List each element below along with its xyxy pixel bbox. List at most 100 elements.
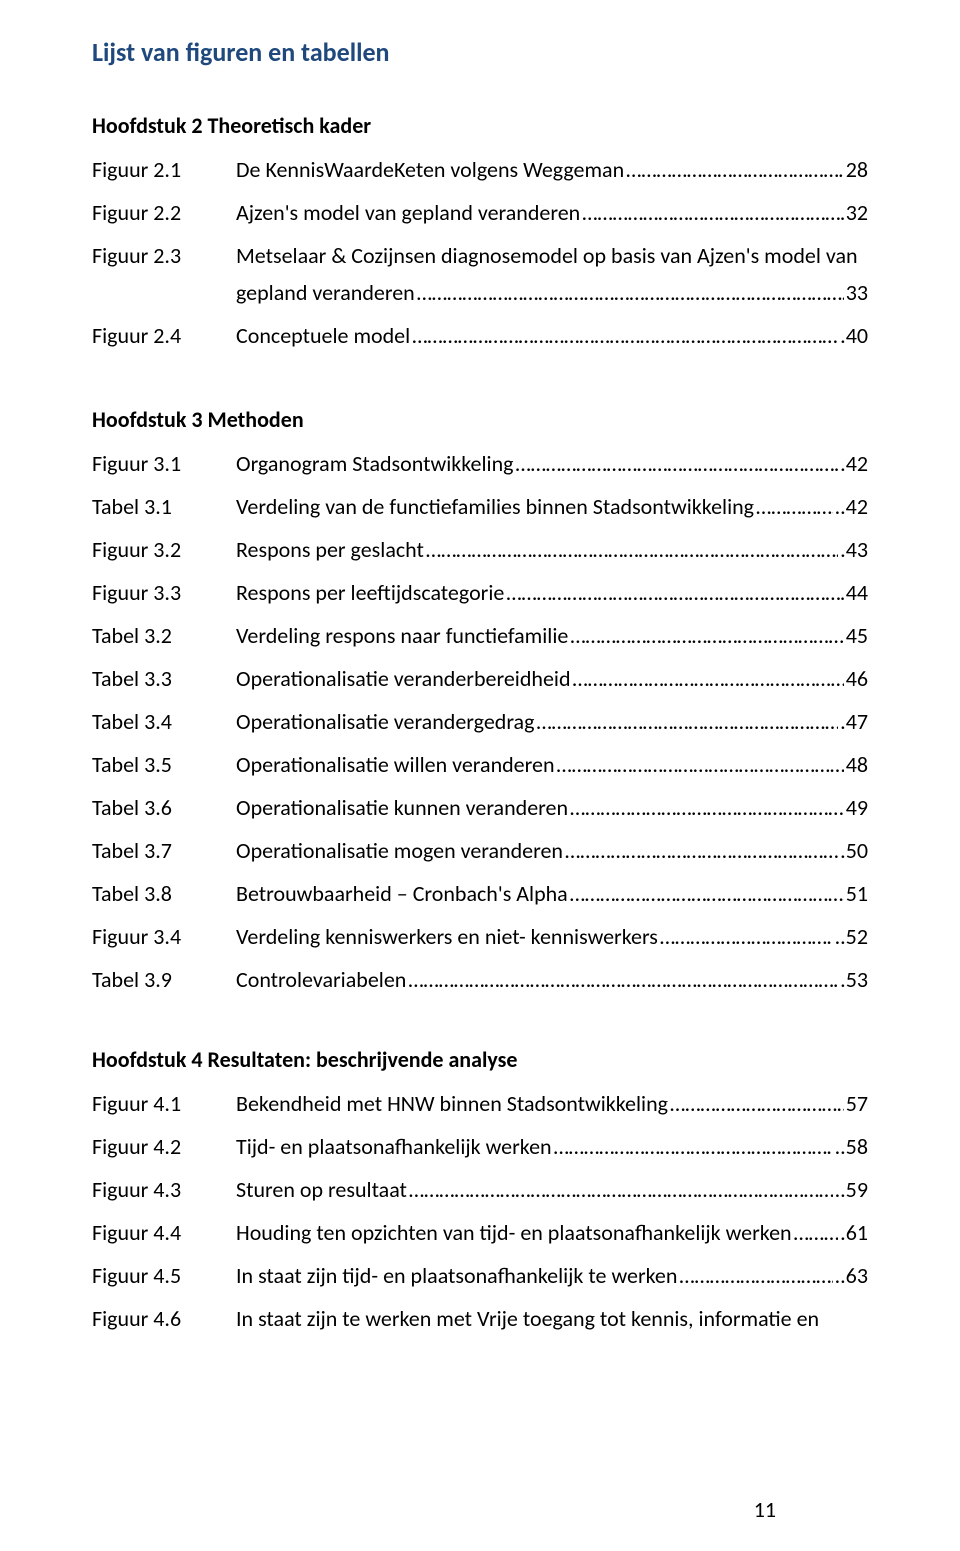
toc-label: Figuur 3.1 xyxy=(92,447,236,480)
toc-page: .47 xyxy=(838,705,868,738)
section-heading-h3: Hoofdstuk 3 Methoden xyxy=(92,406,868,433)
toc-desc: Operationalisatie verandergedrag xyxy=(236,705,536,738)
toc-row: Figuur 3.3 Respons per leeftijdscategori… xyxy=(92,576,868,609)
toc-row: Figuur 3.1 Organogram Stadsontwikkeling … xyxy=(92,447,868,480)
toc-row: Tabel 3.5 Operationalisatie willen veran… xyxy=(92,748,868,781)
section-heading-h4: Hoofdstuk 4 Resultaten: beschrijvende an… xyxy=(92,1046,868,1073)
toc-label: Figuur 2.2 xyxy=(92,196,236,229)
toc-leader xyxy=(626,153,844,186)
toc-row: Tabel 3.4 Operationalisatie verandergedr… xyxy=(92,705,868,738)
toc-label: Figuur 3.2 xyxy=(92,533,236,566)
toc-leader xyxy=(794,1216,839,1249)
toc-label: Tabel 3.3 xyxy=(92,662,236,695)
toc-leader xyxy=(516,447,839,480)
toc-desc: Tijd- en plaatsonafhankelijk werken xyxy=(236,1130,554,1163)
toc-label: Figuur 4.4 xyxy=(92,1216,236,1249)
toc-page: ..63 xyxy=(833,1259,868,1292)
toc-leader xyxy=(408,963,838,996)
toc-label: Figuur 4.3 xyxy=(92,1173,236,1206)
toc-desc: Operationalisatie willen veranderen xyxy=(236,748,557,781)
toc-row: Figuur 4.6 In staat zijn te werken met V… xyxy=(92,1302,868,1335)
toc-desc: Ajzen's model van gepland veranderen xyxy=(236,196,582,229)
toc-leader xyxy=(409,1173,833,1206)
toc-leader xyxy=(565,834,838,867)
toc-desc: Verdeling van de functiefamilies binnen … xyxy=(236,490,756,523)
toc-row: Figuur 3.2 Respons per geslacht .43 xyxy=(92,533,868,566)
toc-desc: Respons per geslacht xyxy=(236,533,426,566)
toc-desc: In staat zijn tijd- en plaatsonafhankeli… xyxy=(236,1259,679,1292)
toc-page: ..52 xyxy=(833,920,868,953)
toc-label: Tabel 3.5 xyxy=(92,748,236,781)
toc-leader xyxy=(570,619,843,652)
toc-label: Figuur 4.5 xyxy=(92,1259,236,1292)
toc-page: 46 xyxy=(844,662,868,695)
toc-row: Figuur 2.1 De KennisWaardeKeten volgens … xyxy=(92,153,868,186)
toc-page: 51 xyxy=(844,877,868,910)
toc-page: .61 xyxy=(838,1216,868,1249)
toc-desc: Houding ten opzichten van tijd- en plaat… xyxy=(236,1216,794,1249)
toc-label: Figuur 2.4 xyxy=(92,319,236,352)
toc-leader xyxy=(557,748,844,781)
toc-label: Figuur 4.2 xyxy=(92,1130,236,1163)
toc-row: Tabel 3.8 Betrouwbaarheid – Cronbach's A… xyxy=(92,877,868,910)
toc-page: .42 xyxy=(838,447,868,480)
toc-leader xyxy=(570,791,844,824)
toc-page: .50 xyxy=(838,834,868,867)
toc-desc: Operationalisatie kunnen veranderen xyxy=(236,791,570,824)
toc-row: Tabel 3.2 Verdeling respons naar functie… xyxy=(92,619,868,652)
toc-label: Figuur 3.4 xyxy=(92,920,236,953)
toc-desc: Controlevariabelen xyxy=(236,963,408,996)
toc-desc: Operationalisatie mogen veranderen xyxy=(236,834,565,867)
toc-desc: Verdeling kenniswerkers en niet- kennisw… xyxy=(236,920,660,953)
toc-leader xyxy=(536,705,838,738)
toc-page: 49 xyxy=(844,791,868,824)
toc-leader xyxy=(679,1259,832,1292)
toc-row: Tabel 3.6 Operationalisatie kunnen veran… xyxy=(92,791,868,824)
toc-row: Figuur 4.5 In staat zijn tijd- en plaats… xyxy=(92,1259,868,1292)
toc-row: Tabel 3.9 Controlevariabelen .53 xyxy=(92,963,868,996)
toc-leader xyxy=(426,533,838,566)
toc-page: ..59 xyxy=(833,1173,868,1206)
toc-label: Figuur 2.3 xyxy=(92,239,236,272)
toc-leader xyxy=(582,196,843,229)
toc-leader xyxy=(506,576,843,609)
toc-leader xyxy=(573,662,844,695)
toc-label: Tabel 3.8 xyxy=(92,877,236,910)
toc-row: Figuur 2.2 Ajzen's model van gepland ver… xyxy=(92,196,868,229)
toc-leader xyxy=(570,877,844,910)
toc-page: ..42 xyxy=(833,490,868,523)
toc-desc: Organogram Stadsontwikkeling xyxy=(236,447,516,480)
toc-page: .43 xyxy=(838,533,868,566)
toc-page: 33 xyxy=(844,276,868,309)
toc-row-continuation: gepland veranderen 33 xyxy=(92,276,868,309)
toc-desc: Operationalisatie veranderbereidheid xyxy=(236,662,573,695)
page-number: 11 xyxy=(754,1496,776,1523)
toc-page: 28 xyxy=(844,153,868,186)
toc-row: Figuur 4.3 Sturen op resultaat ..59 xyxy=(92,1173,868,1206)
toc-row: Tabel 3.1 Verdeling van de functiefamili… xyxy=(92,490,868,523)
document-title: Lijst van figuren en tabellen xyxy=(92,36,868,68)
toc-desc: gepland veranderen xyxy=(236,276,417,309)
toc-desc: Metselaar & Cozijnsen diagnosemodel op b… xyxy=(236,239,860,272)
toc-page: ..58 xyxy=(833,1130,868,1163)
toc-desc: Conceptuele model xyxy=(236,319,412,352)
toc-label: Tabel 3.2 xyxy=(92,619,236,652)
toc-page: .53 xyxy=(838,963,868,996)
toc-leader xyxy=(417,276,844,309)
toc-desc: Verdeling respons naar functiefamilie xyxy=(236,619,570,652)
toc-desc: Betrouwbaarheid – Cronbach's Alpha xyxy=(236,877,570,910)
toc-label: Tabel 3.9 xyxy=(92,963,236,996)
toc-desc: De KennisWaardeKeten volgens Weggeman xyxy=(236,153,626,186)
toc-label: Figuur 4.1 xyxy=(92,1087,236,1120)
toc-page: .40 xyxy=(838,319,868,352)
toc-label: Tabel 3.7 xyxy=(92,834,236,867)
toc-desc: Sturen op resultaat xyxy=(236,1173,409,1206)
toc-row: Figuur 2.3 Metselaar & Cozijnsen diagnos… xyxy=(92,239,868,272)
toc-row: Figuur 2.4 Conceptuele model .40 xyxy=(92,319,868,352)
toc-row: Figuur 4.4 Houding ten opzichten van tij… xyxy=(92,1216,868,1249)
toc-row: Tabel 3.3 Operationalisatie veranderbere… xyxy=(92,662,868,695)
toc-page: 32 xyxy=(844,196,868,229)
toc-label: Tabel 3.6 xyxy=(92,791,236,824)
toc-desc: Bekendheid met HNW binnen Stadsontwikkel… xyxy=(236,1087,670,1120)
toc-page: 48 xyxy=(844,748,868,781)
